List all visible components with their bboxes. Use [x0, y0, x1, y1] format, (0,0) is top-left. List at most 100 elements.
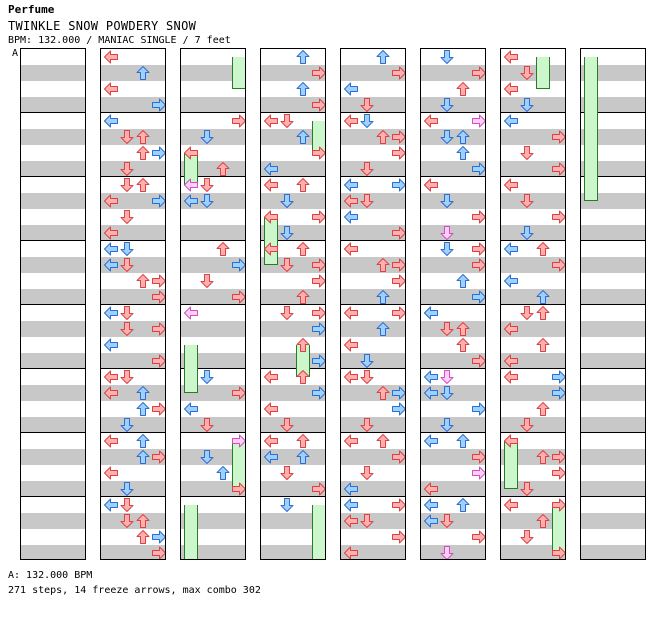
- down-arrow-icon: [520, 530, 534, 544]
- left-arrow-icon: [344, 338, 358, 352]
- measure-line: [261, 432, 325, 433]
- measure-line: [21, 240, 85, 241]
- right-arrow-icon: [312, 258, 325, 272]
- down-arrow-icon: [280, 418, 294, 432]
- measure-line: [21, 304, 85, 305]
- right-arrow-icon: [552, 162, 565, 176]
- right-arrow-icon: [552, 386, 565, 400]
- chart-column: [180, 48, 246, 560]
- measure-line: [421, 112, 485, 113]
- up-arrow-icon: [536, 514, 550, 528]
- right-arrow-icon: [152, 146, 165, 160]
- left-arrow-icon: [504, 274, 518, 288]
- measure-line: [261, 240, 325, 241]
- measure-line: [501, 304, 565, 305]
- right-arrow-icon: [552, 546, 565, 559]
- right-arrow-icon: [392, 386, 405, 400]
- right-arrow-icon: [552, 258, 565, 272]
- left-arrow-icon: [184, 194, 198, 208]
- up-arrow-icon: [456, 146, 470, 160]
- left-arrow-icon: [104, 50, 118, 64]
- right-arrow-icon: [152, 322, 165, 336]
- left-arrow-icon: [344, 178, 358, 192]
- left-arrow-icon: [504, 178, 518, 192]
- right-arrow-icon: [552, 498, 565, 512]
- down-arrow-icon: [280, 498, 294, 512]
- down-arrow-icon: [360, 514, 374, 528]
- right-arrow-icon: [472, 210, 485, 224]
- left-arrow-icon: [184, 402, 198, 416]
- right-arrow-icon: [472, 242, 485, 256]
- down-arrow-icon: [440, 242, 454, 256]
- up-arrow-icon: [296, 434, 310, 448]
- up-arrow-icon: [136, 146, 150, 160]
- right-arrow-icon: [312, 354, 325, 368]
- up-arrow-icon: [296, 450, 310, 464]
- down-arrow-icon: [360, 98, 374, 112]
- measure-line: [341, 496, 405, 497]
- left-arrow-icon: [344, 194, 358, 208]
- measure-line: [501, 112, 565, 113]
- measure-line: [581, 304, 645, 305]
- down-arrow-icon: [520, 306, 534, 320]
- right-arrow-icon: [472, 258, 485, 272]
- right-arrow-icon: [312, 306, 325, 320]
- measure-line: [101, 368, 165, 369]
- right-arrow-icon: [152, 290, 165, 304]
- down-arrow-icon: [120, 306, 134, 320]
- measure-line: [501, 496, 565, 497]
- right-arrow-icon: [392, 530, 405, 544]
- up-arrow-icon: [296, 178, 310, 192]
- left-arrow-icon: [504, 370, 518, 384]
- artist-name: Perfume: [8, 3, 55, 16]
- down-arrow-icon: [360, 466, 374, 480]
- up-arrow-icon: [216, 162, 230, 176]
- freeze-arrow-left: [184, 345, 198, 393]
- left-arrow-icon: [264, 114, 278, 128]
- measure-line: [421, 240, 485, 241]
- up-arrow-icon: [456, 434, 470, 448]
- measure-line: [581, 176, 645, 177]
- measure-line: [581, 432, 645, 433]
- down-arrow-icon: [280, 466, 294, 480]
- right-arrow-icon: [392, 178, 405, 192]
- left-arrow-icon: [344, 306, 358, 320]
- down-arrow-icon: [120, 242, 134, 256]
- right-arrow-icon: [312, 210, 325, 224]
- down-arrow-icon: [440, 130, 454, 144]
- down-arrow-icon: [280, 226, 294, 240]
- up-arrow-icon: [376, 130, 390, 144]
- right-arrow-icon: [312, 274, 325, 288]
- right-arrow-icon: [472, 114, 485, 128]
- measure-line: [581, 496, 645, 497]
- left-arrow-icon: [104, 194, 118, 208]
- measure-line: [341, 240, 405, 241]
- left-arrow-icon: [504, 322, 518, 336]
- chart-column: [20, 48, 86, 560]
- bpm-footer: A: 132.000 BPM: [8, 570, 93, 581]
- measure-line: [341, 176, 405, 177]
- up-arrow-icon: [536, 338, 550, 352]
- left-arrow-icon: [104, 498, 118, 512]
- right-arrow-icon: [552, 210, 565, 224]
- down-arrow-icon: [360, 114, 374, 128]
- measure-line: [261, 304, 325, 305]
- down-arrow-icon: [440, 194, 454, 208]
- measure-line: [421, 496, 485, 497]
- up-arrow-icon: [136, 274, 150, 288]
- left-arrow-icon: [504, 242, 518, 256]
- up-arrow-icon: [136, 66, 150, 80]
- down-arrow-icon: [520, 482, 534, 496]
- measure-line: [181, 496, 245, 497]
- down-arrow-icon: [120, 162, 134, 176]
- right-arrow-icon: [392, 498, 405, 512]
- up-arrow-icon: [536, 306, 550, 320]
- down-arrow-icon: [440, 418, 454, 432]
- up-arrow-icon: [536, 450, 550, 464]
- right-arrow-icon: [392, 306, 405, 320]
- left-arrow-icon: [344, 242, 358, 256]
- up-arrow-icon: [136, 530, 150, 544]
- measure-line: [261, 112, 325, 113]
- up-arrow-icon: [536, 242, 550, 256]
- down-arrow-icon: [520, 194, 534, 208]
